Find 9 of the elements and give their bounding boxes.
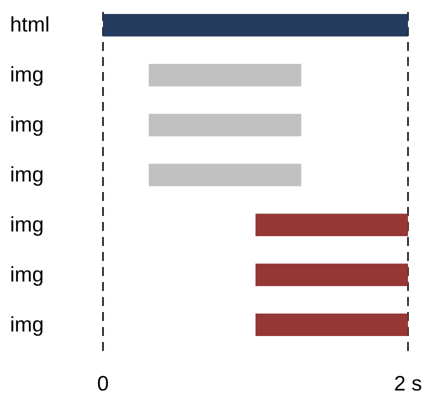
y-tick-label: img xyxy=(10,313,44,336)
y-tick-label: html xyxy=(10,14,50,37)
y-tick-label: img xyxy=(10,114,44,137)
y-tick-label: img xyxy=(10,164,44,186)
x-tick-label: 2 s xyxy=(394,372,422,396)
y-tick-label: img xyxy=(10,213,44,236)
y-tick-label: img xyxy=(10,263,44,286)
x-tick-label: 0 xyxy=(97,372,109,396)
y-tick-label: img xyxy=(10,64,44,87)
